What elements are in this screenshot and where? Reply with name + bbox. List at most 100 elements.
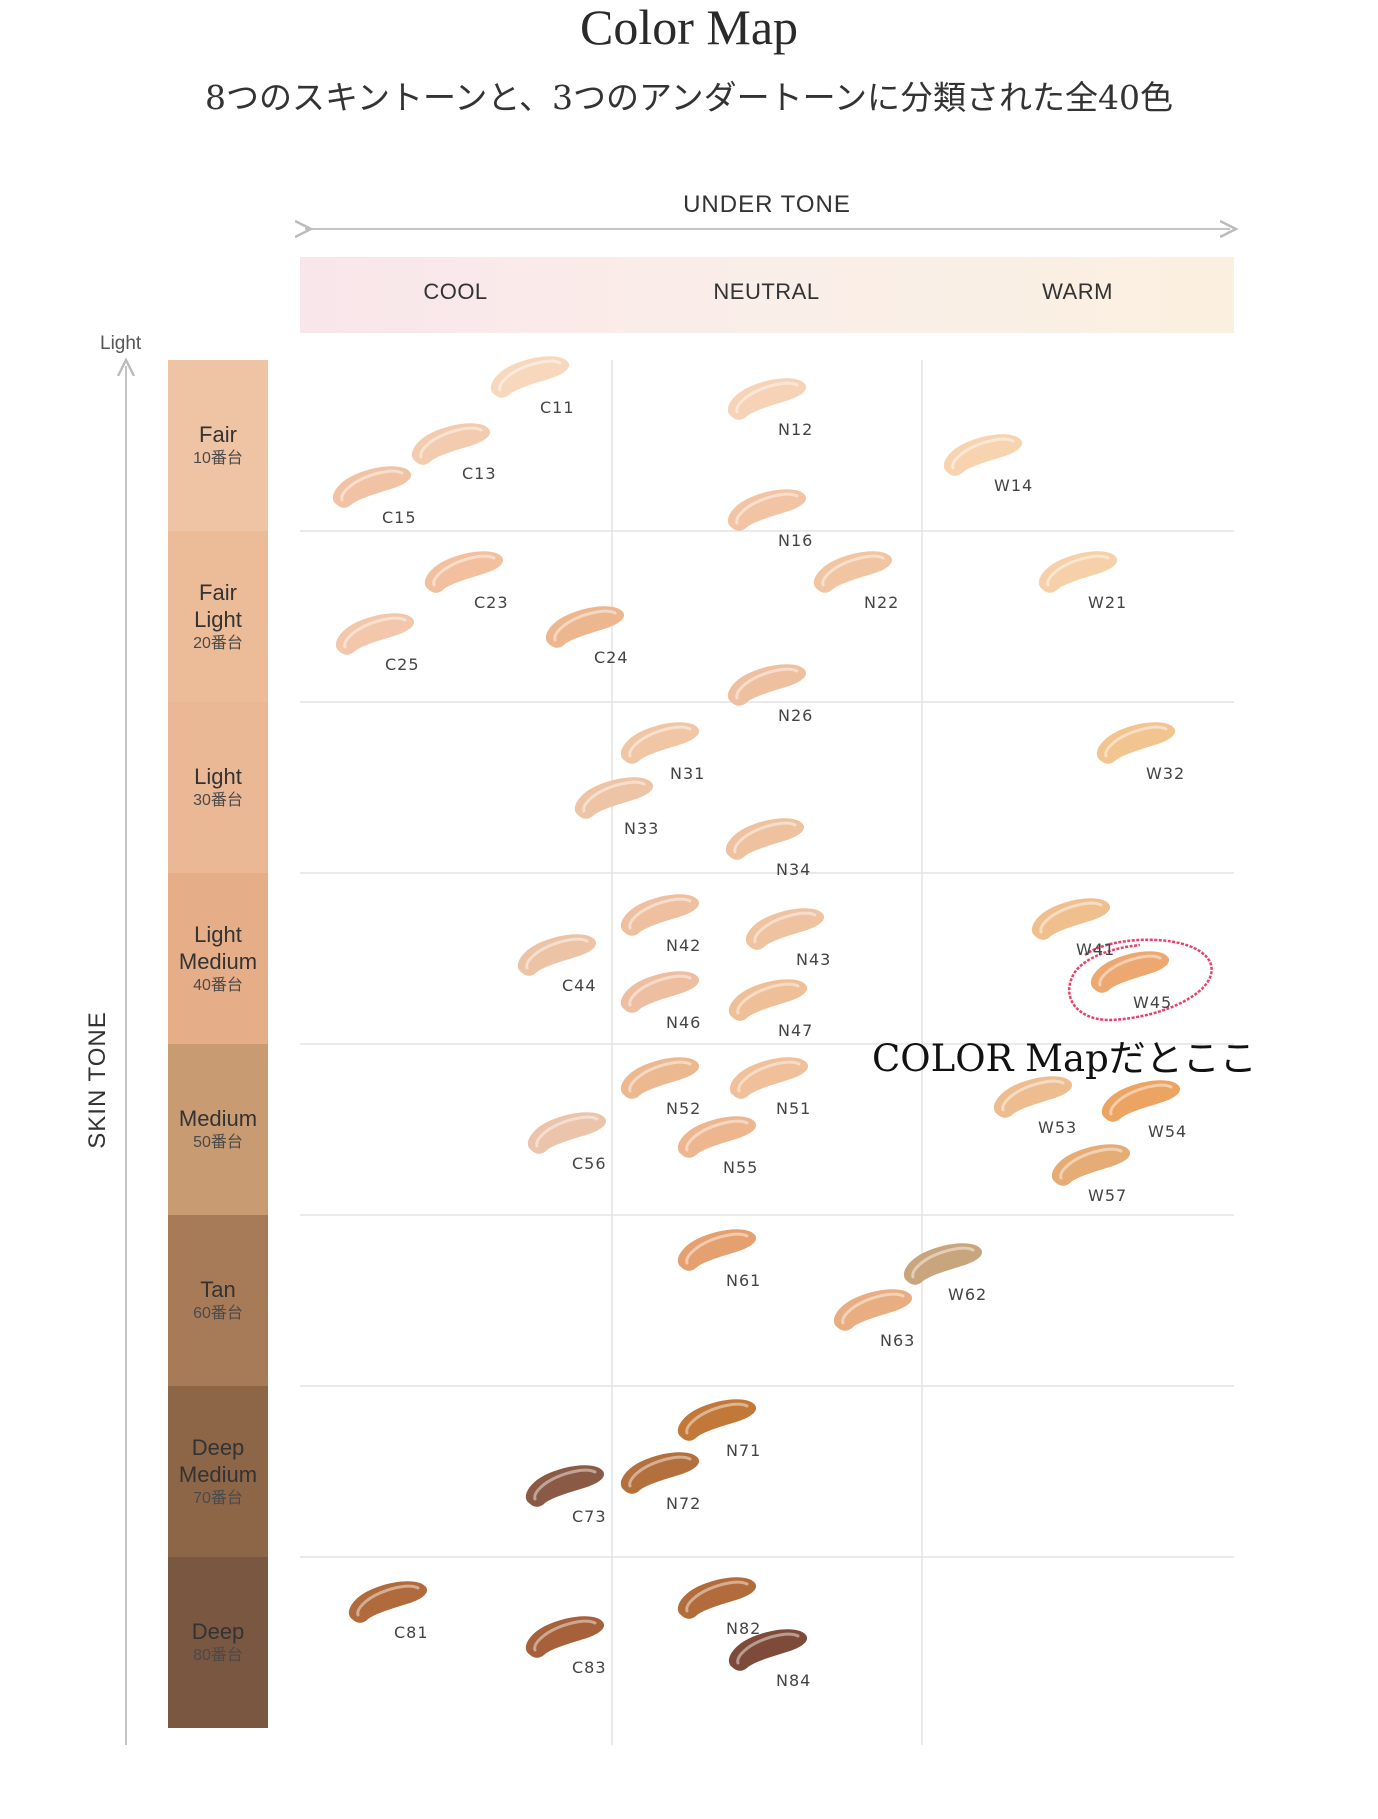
skin-tone-number: 20番台 — [193, 634, 243, 652]
shade-swatch-c44 — [517, 934, 597, 976]
shade-label: C13 — [462, 464, 497, 483]
shade-label: C11 — [540, 398, 575, 417]
shade-label: C81 — [394, 1623, 429, 1642]
skin-tone-name: Light Medium — [178, 921, 258, 974]
shade-label: N61 — [726, 1271, 762, 1290]
skin-tone-deep-medium: Deep Medium 70番台 — [168, 1386, 268, 1557]
under-tone-warm: WARM — [1042, 279, 1113, 304]
shade-label: N71 — [726, 1441, 762, 1460]
shade-swatch-n42 — [620, 894, 700, 936]
skin-tone-name: Medium — [178, 1106, 258, 1131]
shade-swatch-n22 — [813, 551, 893, 593]
under-tone-axis-label: UNDER TONE — [683, 191, 851, 218]
shade-label: C23 — [474, 593, 509, 612]
shade-swatch-w54 — [1101, 1080, 1181, 1122]
shade-label: N84 — [776, 1671, 812, 1690]
shade-label: W32 — [1146, 764, 1186, 783]
light-axis-label: Light — [100, 333, 142, 354]
page-subtitle: 8つのスキントーンと、3つのアンダートーンに分類された全40色 — [204, 78, 1174, 117]
skin-tone-number: 10番台 — [193, 450, 243, 467]
shade-swatch-c23 — [424, 551, 504, 593]
skin-tone-deep: Deep 80番台 — [168, 1557, 268, 1728]
shade-label: N26 — [778, 706, 814, 725]
shade-label: N33 — [624, 819, 660, 838]
shade-swatch-w62 — [903, 1243, 983, 1285]
shade-label: N16 — [778, 531, 814, 550]
skin-tone-name: Fair Light — [194, 579, 242, 632]
shade-label: N46 — [666, 1013, 702, 1032]
shade-swatch-n61 — [677, 1229, 757, 1271]
shade-swatch-c83 — [525, 1616, 605, 1658]
skin-tone-medium: Medium 50番台 — [168, 1044, 268, 1215]
shade-label: N34 — [776, 860, 812, 879]
skin-tone-name: Light — [194, 764, 242, 789]
shade-label: W45 — [1133, 993, 1173, 1012]
shade-label: C24 — [594, 648, 629, 667]
shade-label: W54 — [1148, 1122, 1188, 1141]
under-tone-neutral: NEUTRAL — [713, 279, 820, 304]
shade-label: W14 — [994, 476, 1034, 495]
shade-label: N12 — [778, 420, 814, 439]
shade-swatch-c73 — [525, 1465, 605, 1507]
skin-tone-number: 50番台 — [193, 1134, 243, 1151]
shade-swatch-c15 — [332, 466, 412, 508]
shade-swatch-c25 — [335, 613, 415, 655]
shade-label: C83 — [572, 1658, 607, 1677]
shade-swatch-n52 — [620, 1057, 700, 1099]
shade-swatch-n31 — [620, 722, 700, 764]
shade-label: C73 — [572, 1507, 607, 1526]
shade-swatch-w57 — [1051, 1144, 1131, 1186]
shade-swatch-w53 — [993, 1076, 1073, 1118]
shade-swatch-c13 — [411, 423, 491, 465]
skin-tone-number: 30番台 — [193, 792, 243, 809]
shade-label: W41 — [1076, 940, 1116, 959]
skin-tone-tan: Tan 60番台 — [168, 1215, 268, 1386]
skin-tone-name: Deep — [191, 1619, 245, 1644]
skin-tone-fair-light: Fair Light 20番台 — [168, 531, 268, 702]
skin-tone-number: 80番台 — [193, 1647, 243, 1664]
shade-label: N22 — [864, 593, 900, 612]
shade-label: N55 — [723, 1158, 759, 1177]
shade-swatch-n46 — [620, 971, 700, 1013]
skin-tone-fair: Fair 10番台 — [168, 360, 268, 531]
shade-swatch-w41 — [1031, 898, 1111, 940]
shade-label: N42 — [666, 936, 702, 955]
shade-label: N82 — [726, 1619, 762, 1638]
grid-lines — [300, 360, 1234, 1745]
page-title: Color Map — [579, 0, 799, 55]
shade-label: W21 — [1088, 593, 1128, 612]
shade-label: N43 — [796, 950, 832, 969]
shade-swatch-n26 — [727, 664, 807, 706]
swatch-layer — [332, 356, 1181, 1671]
skin-tone-number: 70番台 — [193, 1489, 243, 1507]
shade-swatch-n34 — [725, 818, 805, 860]
shade-swatch-n51 — [729, 1057, 809, 1099]
skin-tone-number: 40番台 — [193, 976, 243, 994]
shade-label: C56 — [572, 1154, 607, 1173]
shade-swatch-n84 — [728, 1629, 808, 1671]
annotation-text: COLOR Mapだとここ — [872, 1037, 1257, 1080]
shade-swatch-w21 — [1038, 551, 1118, 593]
shade-swatch-w14 — [943, 434, 1023, 476]
shade-label: W53 — [1038, 1118, 1078, 1137]
shade-label: N52 — [666, 1099, 702, 1118]
shade-swatch-w45 — [1090, 951, 1170, 993]
under-tone-header: COOL NEUTRAL WARM — [300, 257, 1234, 333]
shade-label: N47 — [778, 1021, 814, 1040]
under-tone-cool: COOL — [423, 279, 488, 304]
skin-tone-name: Fair — [199, 422, 237, 447]
shade-swatch-n63 — [833, 1289, 913, 1331]
skin-tone-number: 60番台 — [193, 1305, 243, 1322]
shade-swatch-n47 — [728, 979, 808, 1021]
shade-swatch-n71 — [677, 1399, 757, 1441]
shade-swatch-n43 — [745, 908, 825, 950]
shade-label: C15 — [382, 508, 417, 527]
highlight-circle — [1068, 938, 1213, 1022]
skin-tone-name: Deep Medium — [178, 1434, 258, 1487]
shade-label: W62 — [948, 1285, 988, 1304]
shade-swatch-c56 — [527, 1112, 607, 1154]
shade-swatch-n82 — [677, 1577, 757, 1619]
shade-swatch-n33 — [574, 777, 654, 819]
shade-label: N72 — [666, 1494, 702, 1513]
